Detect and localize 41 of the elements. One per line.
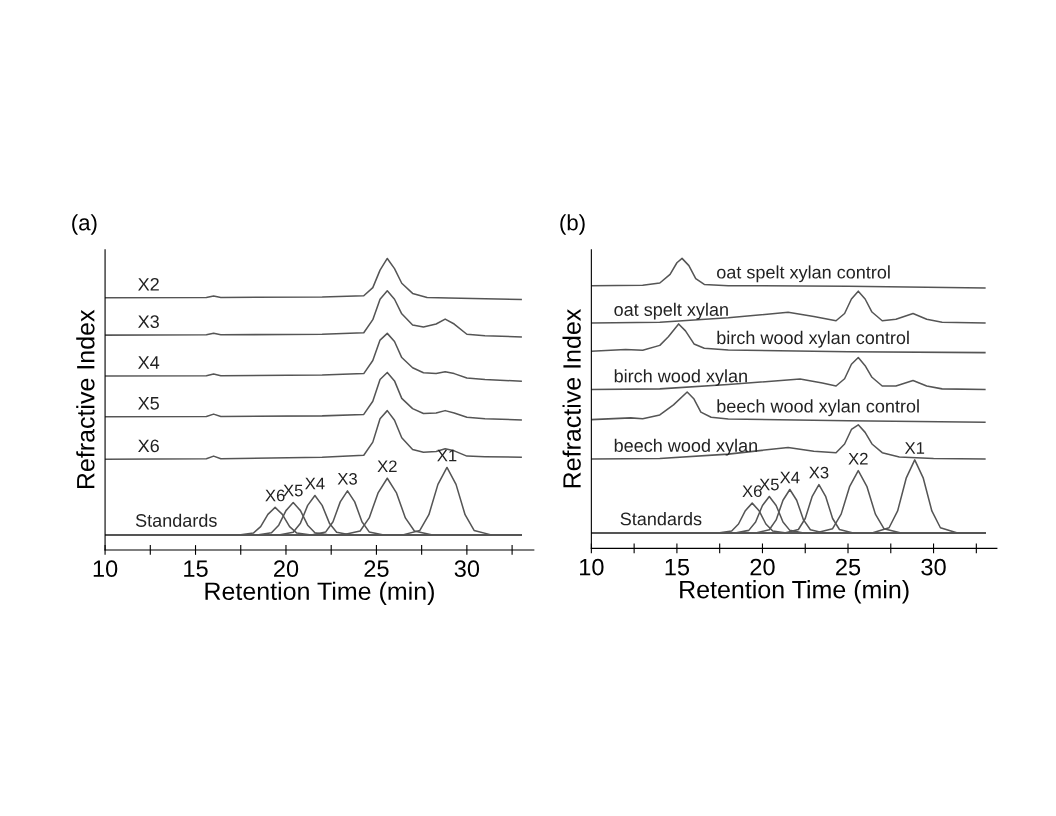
- x-axis-title: Retention Time (min): [680, 580, 909, 604]
- series-label: X4: [138, 356, 160, 369]
- annotation: Standards: [135, 513, 217, 527]
- x-tick-label: 20: [750, 558, 775, 576]
- annotation: X3: [337, 472, 357, 485]
- series-label: X6: [138, 439, 159, 453]
- annotation: Standards: [620, 512, 702, 526]
- annotation: X2: [848, 452, 868, 465]
- y-axis-title: Refractive Index: [76, 309, 95, 489]
- annotation: X1: [904, 442, 925, 454]
- x-tick-label: 20: [274, 560, 299, 578]
- x-tick-label: 25: [364, 560, 389, 578]
- annotation: X4: [780, 471, 800, 484]
- annotation: X1: [437, 449, 457, 462]
- chart-title: (b): [560, 214, 585, 235]
- series-label: beech wood xylan control: [717, 399, 919, 417]
- series-label: birch wood xylan control: [717, 330, 909, 348]
- series-label: beech wood xylan: [614, 438, 757, 456]
- series-label: oat spelt xylan: [614, 302, 728, 320]
- x-tick-label: 15: [665, 558, 690, 576]
- series-label: X5: [138, 397, 159, 410]
- y-axis-title: Refractive Index: [562, 308, 581, 488]
- series-label: oat spelt xylan control: [717, 265, 890, 283]
- x-tick-label: 25: [836, 558, 861, 576]
- annotation: X2: [377, 460, 397, 473]
- series-label: X2: [138, 277, 159, 291]
- series-label: birch wood xylan: [614, 369, 747, 386]
- annotation: X6: [742, 485, 762, 498]
- x-axis-title: Retention Time (min): [205, 581, 434, 606]
- annotation: X6: [265, 489, 285, 502]
- chart-title: (a): [72, 214, 97, 235]
- annotation: X5: [283, 484, 303, 497]
- annotation: X5: [759, 478, 779, 491]
- x-tick-label: 15: [184, 560, 208, 578]
- annotation: X4: [305, 477, 325, 490]
- x-tick-label: 30: [921, 558, 946, 576]
- x-tick-label: 10: [93, 560, 118, 578]
- annotation: X3: [809, 466, 829, 479]
- x-tick-label: 30: [454, 560, 480, 578]
- series-label: X3: [138, 315, 159, 329]
- x-tick-label: 10: [580, 558, 604, 576]
